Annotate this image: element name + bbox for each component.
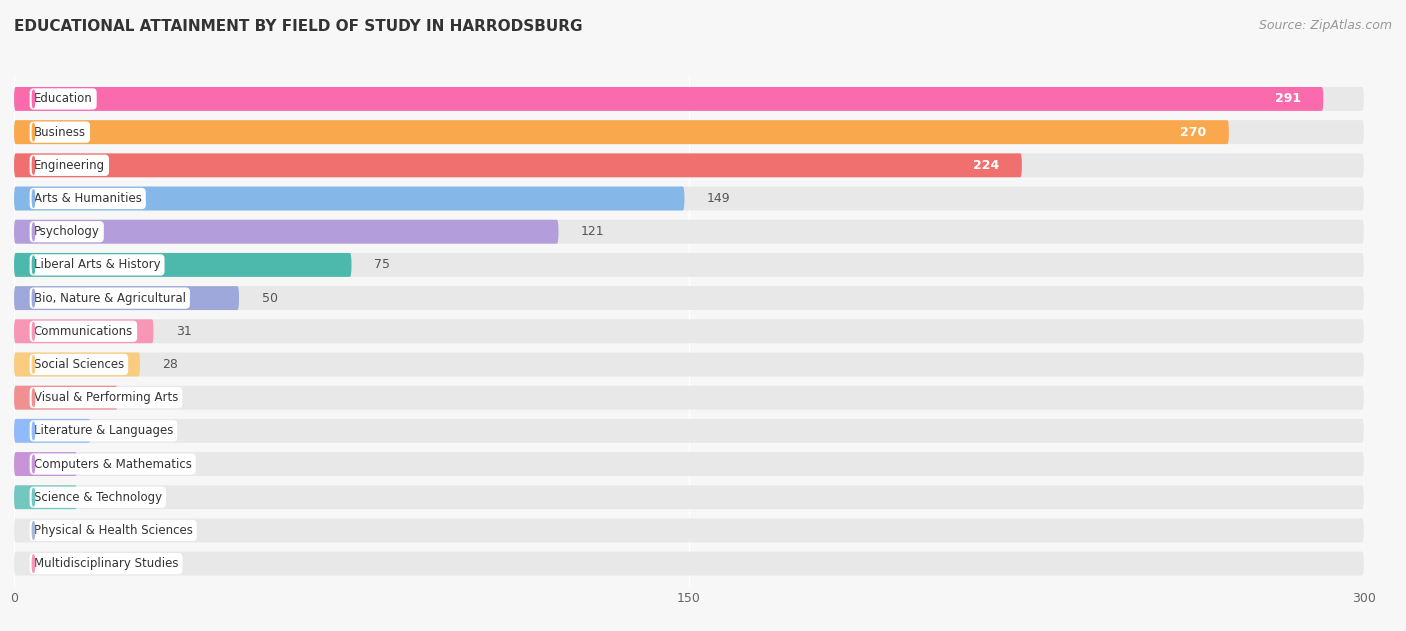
FancyBboxPatch shape bbox=[14, 187, 1364, 211]
Text: Science & Technology: Science & Technology bbox=[34, 491, 162, 504]
Text: Visual & Performing Arts: Visual & Performing Arts bbox=[34, 391, 179, 404]
Text: 121: 121 bbox=[581, 225, 605, 239]
FancyBboxPatch shape bbox=[14, 353, 1364, 377]
FancyBboxPatch shape bbox=[14, 87, 1364, 111]
Text: Business: Business bbox=[34, 126, 86, 139]
Circle shape bbox=[32, 90, 35, 108]
Text: 23: 23 bbox=[141, 391, 156, 404]
FancyBboxPatch shape bbox=[14, 286, 239, 310]
FancyBboxPatch shape bbox=[14, 120, 1364, 144]
FancyBboxPatch shape bbox=[14, 87, 1323, 111]
Text: 149: 149 bbox=[707, 192, 731, 205]
FancyBboxPatch shape bbox=[14, 253, 1364, 277]
Text: 0: 0 bbox=[37, 557, 45, 570]
Circle shape bbox=[32, 555, 35, 572]
Text: Source: ZipAtlas.com: Source: ZipAtlas.com bbox=[1258, 19, 1392, 32]
FancyBboxPatch shape bbox=[14, 419, 1364, 443]
FancyBboxPatch shape bbox=[14, 452, 1364, 476]
Circle shape bbox=[32, 223, 35, 240]
Text: Arts & Humanities: Arts & Humanities bbox=[34, 192, 142, 205]
FancyBboxPatch shape bbox=[14, 353, 141, 377]
Text: 31: 31 bbox=[176, 325, 191, 338]
FancyBboxPatch shape bbox=[14, 485, 1364, 509]
FancyBboxPatch shape bbox=[14, 286, 1364, 310]
FancyBboxPatch shape bbox=[14, 187, 685, 211]
Text: 0: 0 bbox=[37, 524, 45, 537]
Text: 14: 14 bbox=[100, 491, 115, 504]
Text: Education: Education bbox=[34, 93, 93, 105]
Text: Social Sciences: Social Sciences bbox=[34, 358, 124, 371]
Text: Bio, Nature & Agricultural: Bio, Nature & Agricultural bbox=[34, 292, 186, 305]
FancyBboxPatch shape bbox=[14, 452, 77, 476]
Text: 50: 50 bbox=[262, 292, 277, 305]
FancyBboxPatch shape bbox=[14, 419, 90, 443]
FancyBboxPatch shape bbox=[14, 120, 1229, 144]
FancyBboxPatch shape bbox=[14, 253, 352, 277]
Text: Computers & Mathematics: Computers & Mathematics bbox=[34, 457, 191, 471]
Text: 270: 270 bbox=[1180, 126, 1206, 139]
FancyBboxPatch shape bbox=[14, 386, 118, 410]
Circle shape bbox=[32, 422, 35, 440]
Circle shape bbox=[32, 190, 35, 208]
Circle shape bbox=[32, 389, 35, 406]
FancyBboxPatch shape bbox=[14, 220, 558, 244]
Text: Communications: Communications bbox=[34, 325, 134, 338]
FancyBboxPatch shape bbox=[14, 551, 1364, 575]
Circle shape bbox=[32, 522, 35, 540]
Circle shape bbox=[32, 123, 35, 141]
Text: 28: 28 bbox=[163, 358, 179, 371]
FancyBboxPatch shape bbox=[14, 319, 153, 343]
Text: EDUCATIONAL ATTAINMENT BY FIELD OF STUDY IN HARRODSBURG: EDUCATIONAL ATTAINMENT BY FIELD OF STUDY… bbox=[14, 19, 582, 34]
Text: Psychology: Psychology bbox=[34, 225, 100, 239]
Text: 17: 17 bbox=[112, 424, 129, 437]
Text: 14: 14 bbox=[100, 457, 115, 471]
FancyBboxPatch shape bbox=[14, 220, 1364, 244]
FancyBboxPatch shape bbox=[14, 153, 1364, 177]
Circle shape bbox=[32, 289, 35, 307]
Text: Physical & Health Sciences: Physical & Health Sciences bbox=[34, 524, 193, 537]
Text: Liberal Arts & History: Liberal Arts & History bbox=[34, 259, 160, 271]
Text: Engineering: Engineering bbox=[34, 159, 105, 172]
FancyBboxPatch shape bbox=[14, 485, 77, 509]
Circle shape bbox=[32, 356, 35, 374]
Circle shape bbox=[32, 156, 35, 174]
FancyBboxPatch shape bbox=[14, 153, 1022, 177]
Text: Multidisciplinary Studies: Multidisciplinary Studies bbox=[34, 557, 179, 570]
Circle shape bbox=[32, 455, 35, 473]
Circle shape bbox=[32, 488, 35, 506]
FancyBboxPatch shape bbox=[14, 386, 1364, 410]
FancyBboxPatch shape bbox=[14, 519, 1364, 543]
Text: Literature & Languages: Literature & Languages bbox=[34, 424, 173, 437]
FancyBboxPatch shape bbox=[14, 319, 1364, 343]
Text: 291: 291 bbox=[1275, 93, 1301, 105]
Circle shape bbox=[32, 322, 35, 340]
Text: 224: 224 bbox=[973, 159, 1000, 172]
Circle shape bbox=[32, 256, 35, 274]
Text: 75: 75 bbox=[374, 259, 389, 271]
